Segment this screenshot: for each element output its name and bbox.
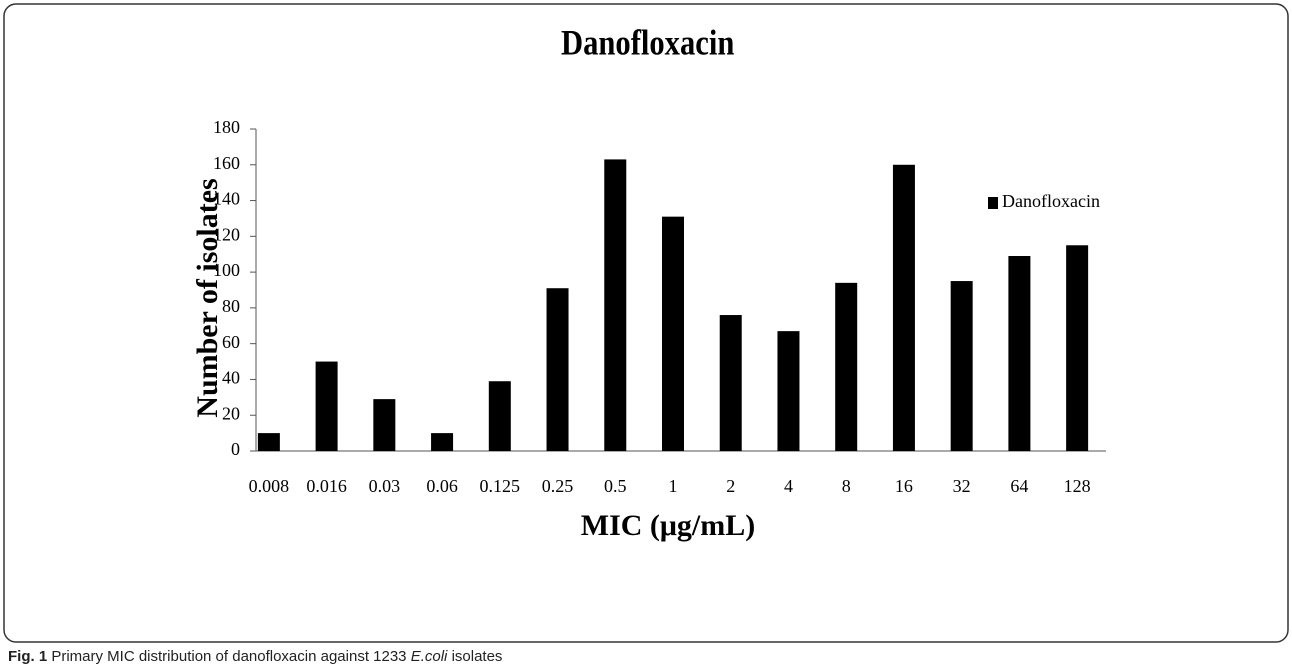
- caption-label: Fig. 1: [8, 648, 48, 665]
- x-tick-label: 8: [842, 476, 851, 496]
- x-tick-label: 0.03: [369, 476, 401, 496]
- y-tick-label: 20: [222, 403, 240, 423]
- y-tick-label: 120: [213, 224, 240, 244]
- x-tick-label: 128: [1064, 476, 1091, 496]
- y-tick-label: 40: [222, 368, 240, 388]
- bar: [892, 164, 915, 451]
- x-tick-label: 0.125: [480, 476, 521, 496]
- bar: [719, 315, 742, 451]
- y-axis-title: Number of isolates: [191, 178, 224, 417]
- x-tick-label: 64: [1010, 476, 1028, 496]
- legend-swatch: [988, 197, 998, 209]
- caption-italic: E.coli: [410, 648, 448, 665]
- bar: [373, 399, 396, 451]
- bar: [546, 288, 569, 451]
- legend-label: Danofloxacin: [1002, 191, 1100, 211]
- bar: [1066, 245, 1089, 451]
- bar: [315, 361, 338, 451]
- x-axis-title: MIC (μg/mL): [581, 509, 755, 542]
- bar: [604, 159, 627, 451]
- x-tick-label: 0.06: [426, 476, 458, 496]
- y-tick-label: 80: [222, 296, 240, 316]
- x-tick-label: 32: [953, 476, 971, 496]
- caption: Fig. 1 Primary MIC distribution of danof…: [8, 648, 502, 665]
- y-tick-label: 100: [213, 260, 240, 280]
- x-tick-label: 1: [669, 476, 678, 496]
- y-tick-label: 60: [222, 332, 240, 352]
- y-tick-label: 0: [231, 439, 240, 459]
- y-tick-label: 160: [213, 153, 240, 173]
- bar: [950, 281, 973, 451]
- caption-end: isolates: [451, 648, 503, 665]
- x-tick-label: 2: [726, 476, 735, 496]
- bar: [662, 216, 684, 451]
- chart: Danofloxacin Number of isolates MIC (μg/…: [3, 3, 1289, 643]
- bar: [488, 381, 511, 451]
- x-tick-label: 0.008: [249, 476, 290, 496]
- x-tick-label: 0.5: [604, 476, 627, 496]
- frame: [3, 3, 1289, 643]
- bar: [431, 433, 454, 451]
- x-tick-label: 0.016: [306, 476, 347, 496]
- x-tick-label: 0.25: [542, 476, 574, 496]
- caption-text: Primary MIC distribution of danofloxacin…: [51, 648, 407, 665]
- bar: [777, 331, 800, 451]
- bar: [257, 433, 280, 451]
- chart-title: Danofloxacin: [561, 23, 735, 63]
- y-tick-label: 140: [213, 189, 240, 209]
- y-tick-label: 180: [213, 117, 240, 137]
- x-tick-label: 16: [895, 476, 913, 496]
- x-tick-label: 4: [784, 476, 793, 496]
- bar: [1008, 256, 1031, 451]
- bar: [835, 282, 858, 451]
